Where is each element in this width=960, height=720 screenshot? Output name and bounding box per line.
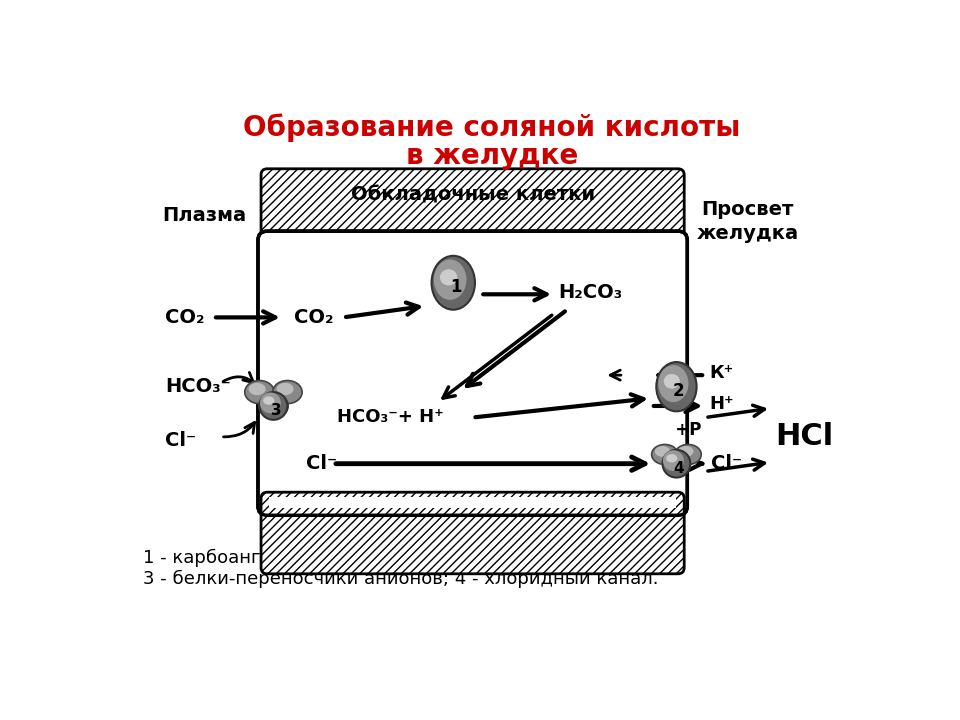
Text: 4: 4 — [674, 461, 684, 476]
Text: АДФ+Р: АДФ+Р — [632, 420, 702, 438]
Text: 2: 2 — [673, 382, 684, 400]
Ellipse shape — [263, 397, 279, 409]
Text: HCO₃⁻+ H⁺: HCO₃⁻+ H⁺ — [337, 408, 444, 426]
Ellipse shape — [249, 383, 266, 395]
Ellipse shape — [260, 392, 281, 413]
Ellipse shape — [663, 374, 680, 389]
Ellipse shape — [263, 397, 275, 405]
Ellipse shape — [259, 395, 288, 418]
Ellipse shape — [675, 444, 701, 464]
Text: Cl⁻: Cl⁻ — [710, 454, 742, 473]
Ellipse shape — [678, 446, 693, 456]
Text: CO₂: CO₂ — [165, 308, 204, 327]
Ellipse shape — [276, 383, 294, 395]
Ellipse shape — [666, 454, 678, 462]
Ellipse shape — [259, 392, 287, 420]
Ellipse shape — [273, 381, 302, 404]
Text: АТФ: АТФ — [632, 331, 676, 349]
Ellipse shape — [652, 444, 678, 464]
FancyBboxPatch shape — [261, 492, 684, 574]
Ellipse shape — [434, 259, 467, 300]
Text: HCO₃⁻: HCO₃⁻ — [165, 377, 230, 396]
Text: Cl⁻: Cl⁻ — [306, 454, 337, 473]
Text: Обкладочные клетки: Обкладочные клетки — [350, 185, 594, 204]
Text: H₂O: H₂O — [392, 336, 429, 354]
Ellipse shape — [432, 256, 475, 310]
Ellipse shape — [662, 450, 690, 477]
Text: К⁺: К⁺ — [709, 364, 733, 382]
Ellipse shape — [655, 446, 670, 456]
Text: Просвет
желудка: Просвет желудка — [697, 200, 799, 243]
Text: 1: 1 — [450, 279, 462, 297]
Text: HCl: HCl — [775, 422, 833, 451]
Ellipse shape — [440, 269, 457, 285]
Text: Cl⁻: Cl⁻ — [165, 431, 196, 450]
FancyBboxPatch shape — [261, 168, 684, 254]
Text: CO₂: CO₂ — [295, 308, 334, 327]
Text: H₂CO₃: H₂CO₃ — [558, 283, 622, 302]
Text: К⁺: К⁺ — [581, 364, 606, 382]
Bar — [269, 242, 677, 505]
Text: 1 - карбоангидраза; 2 - Н⁺/К⁺- АТФ-аза;
3 - белки-переносчики анионов; 4 - хлори: 1 - карбоангидраза; 2 - Н⁺/К⁺- АТФ-аза; … — [143, 549, 659, 588]
Text: Образование соляной кислоты: Образование соляной кислоты — [243, 113, 741, 142]
Text: Н⁺: Н⁺ — [709, 395, 733, 413]
Text: в желудке: в желудке — [406, 142, 578, 170]
Text: Плазма: Плазма — [162, 206, 247, 225]
FancyBboxPatch shape — [258, 231, 687, 516]
Bar — [269, 497, 677, 508]
Ellipse shape — [245, 381, 275, 404]
Ellipse shape — [659, 365, 688, 402]
Text: 3: 3 — [272, 403, 282, 418]
Ellipse shape — [657, 362, 697, 411]
Ellipse shape — [663, 450, 684, 471]
